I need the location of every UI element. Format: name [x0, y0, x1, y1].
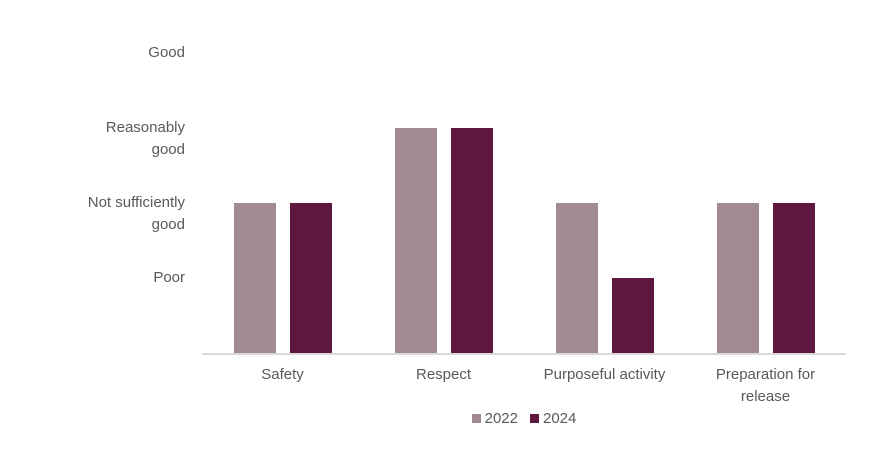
bar-purposeful-activity-2024	[611, 278, 654, 353]
bar-purposeful-activity-2022	[555, 203, 598, 353]
legend-swatch-2024	[530, 414, 539, 423]
legend-item-2024: 2024	[530, 410, 576, 427]
category-label-purposeful-activity: Purposeful activity	[543, 366, 666, 383]
category-label-safety: Safety	[261, 366, 304, 383]
y-tick-label-not-sufficiently-good: Not sufficiently good	[87, 194, 185, 233]
category-label-preparation-for-release: Preparation for release	[715, 366, 816, 405]
legend-item-2022: 2022	[471, 410, 518, 427]
y-tick-label-good: Good	[148, 44, 185, 61]
bar-preparation-for-release-2022	[716, 203, 759, 353]
y-tick-label-poor: Poor	[153, 269, 185, 286]
bar-preparation-for-release-2024	[772, 203, 815, 353]
category-label-respect: Respect	[415, 366, 472, 383]
legend-label-2022: 2022	[484, 410, 518, 427]
x-axis-line	[202, 353, 846, 355]
bar-respect-2024	[450, 128, 493, 353]
legend-swatch-2022	[471, 414, 481, 423]
y-tick-label-reasonably-good: Reasonably good	[105, 119, 185, 158]
bar-respect-2022	[394, 128, 437, 353]
bar-safety-2022	[233, 203, 276, 353]
legend-label-2024: 2024	[543, 410, 577, 427]
bar-safety-2024	[289, 203, 332, 353]
legend: 2022 2024	[202, 410, 846, 427]
